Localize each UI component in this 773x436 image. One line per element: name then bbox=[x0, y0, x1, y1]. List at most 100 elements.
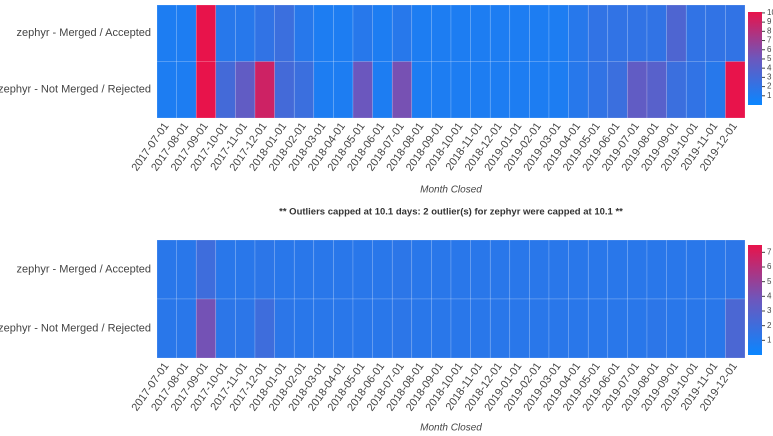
colorbar-tick-label: 7 bbox=[767, 36, 772, 45]
heatmap-cell bbox=[215, 61, 236, 119]
heatmap-cell bbox=[313, 4, 334, 62]
heatmap-cell bbox=[176, 61, 197, 119]
heatmap-cell bbox=[391, 4, 413, 62]
heatmap-cell bbox=[450, 239, 471, 300]
heatmap-cell bbox=[391, 239, 413, 300]
heatmap-cell bbox=[725, 239, 746, 300]
heatmap-cell bbox=[470, 298, 491, 359]
colorbar-tick-label: 5 bbox=[767, 54, 772, 63]
heatmap-cell bbox=[274, 298, 295, 359]
heatmap-cell bbox=[548, 61, 569, 119]
heatmap-cell bbox=[450, 4, 471, 62]
heatmap-cell bbox=[274, 4, 295, 62]
y-tick-label: zephyr - Merged / Accepted bbox=[16, 263, 151, 275]
heatmap-cell bbox=[705, 4, 726, 62]
heatmap-cell bbox=[215, 4, 236, 62]
colorbar-tick-label: 3 bbox=[767, 72, 772, 81]
heatmap-cell bbox=[411, 4, 432, 62]
heatmap-cell bbox=[548, 4, 569, 62]
heatmap-cell bbox=[666, 298, 687, 359]
heatmap-cell bbox=[529, 298, 550, 359]
heatmap-cell bbox=[450, 61, 471, 119]
colorbar-tick-label: 6 bbox=[767, 45, 772, 54]
heatmap-cell bbox=[352, 61, 373, 119]
heatmap-cell bbox=[685, 4, 707, 62]
heatmap-cell bbox=[489, 298, 511, 359]
heatmap-cell bbox=[509, 61, 530, 119]
colorbar-tick-label: 4 bbox=[767, 291, 772, 300]
heatmap-cell bbox=[685, 239, 707, 300]
heatmap-cell bbox=[470, 61, 491, 119]
heatmap-cell bbox=[235, 298, 256, 359]
colorbar-tick-label: 8 bbox=[767, 26, 772, 35]
heatmap-cell bbox=[411, 61, 432, 119]
heatmap-cell bbox=[685, 298, 707, 359]
colorbar-tick-label: 1 bbox=[767, 335, 772, 344]
colorbar-tick-label: 1 bbox=[767, 91, 772, 100]
heatmap-cell bbox=[489, 61, 511, 119]
heatmap-cell bbox=[313, 298, 334, 359]
heatmap-cell bbox=[627, 61, 648, 119]
heatmap-cell bbox=[607, 61, 628, 119]
heatmap-cell bbox=[176, 298, 197, 359]
colorbar-tick-label: 9 bbox=[767, 17, 772, 26]
heatmap-cell bbox=[470, 4, 491, 62]
heatmap-cell bbox=[431, 4, 452, 62]
heatmap-cell bbox=[156, 61, 177, 119]
y-tick-label: zephyr - Merged / Accepted bbox=[16, 27, 151, 39]
heatmap-cell bbox=[529, 61, 550, 119]
heatmap-cell bbox=[666, 61, 687, 119]
heatmap-cell bbox=[431, 239, 452, 300]
heatmap-cell bbox=[666, 239, 687, 300]
heatmap-cell bbox=[568, 298, 589, 359]
heatmap-cell bbox=[254, 61, 275, 119]
heatmap-cell bbox=[705, 298, 726, 359]
colorbar bbox=[748, 245, 762, 355]
x-axis-title: Month Closed bbox=[420, 423, 482, 434]
heatmap-cell bbox=[391, 61, 413, 119]
heatmap-cell bbox=[352, 4, 373, 62]
heatmap-cell bbox=[607, 4, 628, 62]
heatmap-cell bbox=[568, 239, 589, 300]
heatmap-cell bbox=[666, 4, 687, 62]
heatmap-cell bbox=[293, 239, 315, 300]
heatmap-cell bbox=[333, 4, 354, 62]
heatmap-cell bbox=[431, 61, 452, 119]
heatmap-cell bbox=[274, 61, 295, 119]
heatmap-cell bbox=[372, 4, 393, 62]
heatmap-cell bbox=[646, 4, 667, 62]
heatmap-cell bbox=[568, 61, 589, 119]
heatmap-cell bbox=[529, 239, 550, 300]
heatmap-cell bbox=[195, 239, 217, 300]
heatmap-cell bbox=[470, 239, 491, 300]
heatmap-cell bbox=[176, 239, 197, 300]
heatmap-cell bbox=[587, 239, 609, 300]
heatmap-cell bbox=[333, 61, 354, 119]
heatmap-cell bbox=[646, 239, 667, 300]
heatmap-cell bbox=[568, 4, 589, 62]
heatmap-cell bbox=[235, 239, 256, 300]
heatmap-cell bbox=[705, 61, 726, 119]
heatmap-cell bbox=[587, 61, 609, 119]
y-tick-label: zephyr - Not Merged / Rejected bbox=[0, 84, 151, 96]
heatmap-cell bbox=[529, 4, 550, 62]
y-tick-label: zephyr - Not Merged / Rejected bbox=[0, 322, 151, 334]
heatmap-cell bbox=[646, 61, 667, 119]
heatmap-cell bbox=[333, 239, 354, 300]
heatmap-cell bbox=[156, 298, 177, 359]
colorbar-tick-label: 7 bbox=[767, 247, 772, 256]
heatmap-cell bbox=[509, 239, 530, 300]
colorbar bbox=[748, 12, 762, 105]
heatmap-cell bbox=[587, 4, 609, 62]
heatmap-cell bbox=[352, 298, 373, 359]
heatmap-cell bbox=[685, 61, 707, 119]
heatmap-cell bbox=[646, 298, 667, 359]
heatmap-cell bbox=[195, 298, 217, 359]
heatmap-cell bbox=[313, 61, 334, 119]
heatmap-cell bbox=[705, 239, 726, 300]
annotation: ** Outliers capped at 10.1 days: 2 outli… bbox=[279, 207, 623, 218]
heatmap-cell bbox=[215, 298, 236, 359]
colorbar-tick-label: 10 bbox=[767, 8, 773, 17]
heatmap-cell bbox=[548, 239, 569, 300]
heatmap-cell bbox=[607, 239, 628, 300]
